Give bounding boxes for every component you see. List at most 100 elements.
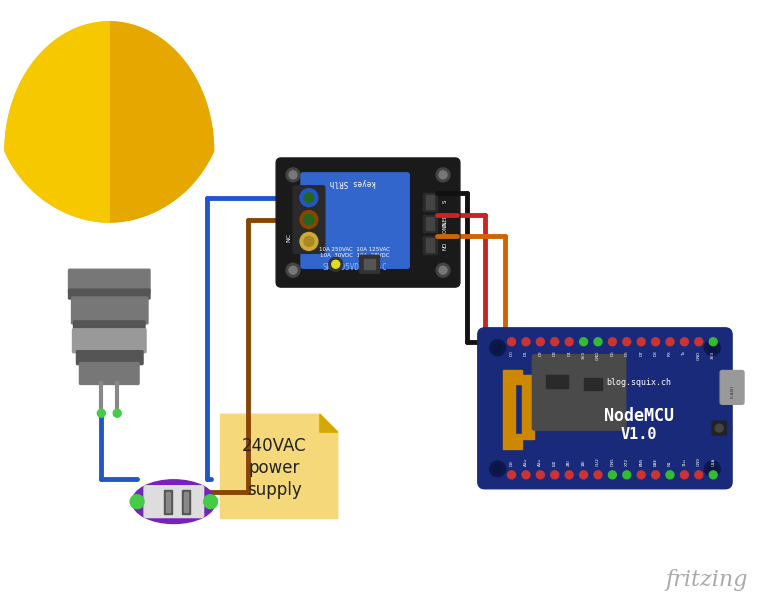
Bar	[184, 492, 187, 512]
Text: DN5: DN5	[611, 457, 614, 466]
Bar	[502, 370, 515, 449]
Text: BN5: BN5	[639, 457, 643, 466]
Text: GU2: GU2	[596, 457, 600, 466]
Bar	[423, 193, 437, 211]
Text: 3V3: 3V3	[581, 351, 585, 359]
Bar	[423, 214, 437, 233]
Text: NC: NC	[286, 233, 292, 242]
Text: D6: D6	[625, 351, 629, 356]
Text: SRD-05VDC-SL-C: SRD-05VDC-SL-C	[323, 263, 387, 272]
FancyBboxPatch shape	[144, 486, 204, 518]
Circle shape	[300, 189, 318, 207]
Circle shape	[289, 266, 297, 274]
Bar	[515, 370, 522, 385]
Circle shape	[623, 471, 631, 479]
Text: D3: D3	[553, 351, 557, 356]
Circle shape	[666, 338, 674, 345]
Circle shape	[695, 338, 703, 345]
Text: GND: GND	[697, 351, 701, 360]
Circle shape	[304, 193, 314, 203]
Circle shape	[608, 471, 617, 479]
Text: A1u: A1u	[524, 458, 528, 466]
Circle shape	[439, 266, 447, 274]
Bar	[426, 217, 434, 231]
Text: 3V3: 3V3	[711, 351, 715, 359]
Circle shape	[508, 338, 515, 345]
Text: fritzing: fritzing	[666, 569, 748, 591]
Text: EAE: EAE	[654, 458, 657, 466]
Text: Tx: Tx	[683, 351, 687, 356]
Circle shape	[608, 338, 617, 345]
FancyBboxPatch shape	[74, 321, 145, 331]
Bar	[515, 434, 522, 449]
Circle shape	[704, 461, 720, 477]
FancyBboxPatch shape	[712, 421, 726, 435]
Text: V1.0: V1.0	[621, 426, 657, 442]
Text: A1u: A1u	[538, 458, 542, 466]
FancyBboxPatch shape	[293, 230, 325, 253]
FancyBboxPatch shape	[77, 351, 143, 365]
Text: 2BI: 2BI	[568, 459, 571, 466]
Bar	[164, 490, 172, 513]
FancyBboxPatch shape	[301, 173, 409, 268]
Polygon shape	[319, 414, 338, 432]
Circle shape	[536, 338, 545, 345]
Bar	[546, 374, 568, 388]
Circle shape	[536, 471, 545, 479]
FancyBboxPatch shape	[293, 208, 325, 231]
Text: D0: D0	[509, 351, 514, 356]
Circle shape	[680, 471, 688, 479]
Circle shape	[329, 257, 343, 271]
FancyBboxPatch shape	[293, 186, 325, 210]
Polygon shape	[109, 22, 214, 222]
Text: 10A 250VAC  10A 125VAC
10A  30VDC  10A  28VDC: 10A 250VAC 10A 125VAC 10A 30VDC 10A 28VD…	[319, 247, 390, 258]
Circle shape	[594, 471, 602, 479]
Polygon shape	[5, 22, 214, 222]
Circle shape	[300, 211, 318, 228]
Circle shape	[508, 471, 515, 479]
FancyBboxPatch shape	[68, 269, 150, 293]
Circle shape	[436, 168, 450, 182]
Circle shape	[494, 344, 502, 352]
Circle shape	[708, 465, 717, 473]
Bar	[426, 239, 434, 252]
Circle shape	[551, 338, 559, 345]
Circle shape	[289, 171, 297, 179]
Circle shape	[304, 214, 314, 225]
Text: NO: NO	[442, 241, 448, 249]
FancyBboxPatch shape	[478, 328, 732, 489]
Circle shape	[522, 471, 530, 479]
Circle shape	[651, 338, 660, 345]
Circle shape	[113, 410, 121, 417]
FancyBboxPatch shape	[720, 370, 744, 404]
Circle shape	[565, 338, 573, 345]
Text: E4I: E4I	[553, 460, 557, 466]
FancyBboxPatch shape	[359, 255, 379, 273]
Circle shape	[637, 338, 645, 345]
Text: FLASH: FLASH	[731, 385, 735, 398]
Text: 1BI: 1BI	[581, 460, 585, 466]
Circle shape	[494, 465, 502, 473]
Circle shape	[704, 339, 720, 356]
Circle shape	[637, 471, 645, 479]
Circle shape	[594, 338, 602, 345]
Text: D1: D1	[524, 351, 528, 356]
Circle shape	[715, 424, 723, 432]
Circle shape	[709, 471, 717, 479]
Circle shape	[565, 471, 573, 479]
Text: keyes SRlh: keyes SRlh	[329, 178, 376, 187]
Circle shape	[708, 344, 717, 352]
Text: RST: RST	[731, 424, 735, 432]
FancyBboxPatch shape	[68, 289, 150, 299]
Circle shape	[522, 338, 530, 345]
Text: blog.squix.ch: blog.squix.ch	[606, 378, 671, 387]
Circle shape	[130, 495, 144, 509]
Text: ON LEDs: ON LEDs	[442, 212, 448, 233]
Text: 11u: 11u	[683, 458, 687, 466]
Bar	[522, 374, 535, 439]
Circle shape	[651, 471, 660, 479]
Circle shape	[490, 461, 505, 477]
Bar	[423, 236, 437, 254]
Text: GND: GND	[596, 351, 600, 360]
Circle shape	[439, 171, 447, 179]
